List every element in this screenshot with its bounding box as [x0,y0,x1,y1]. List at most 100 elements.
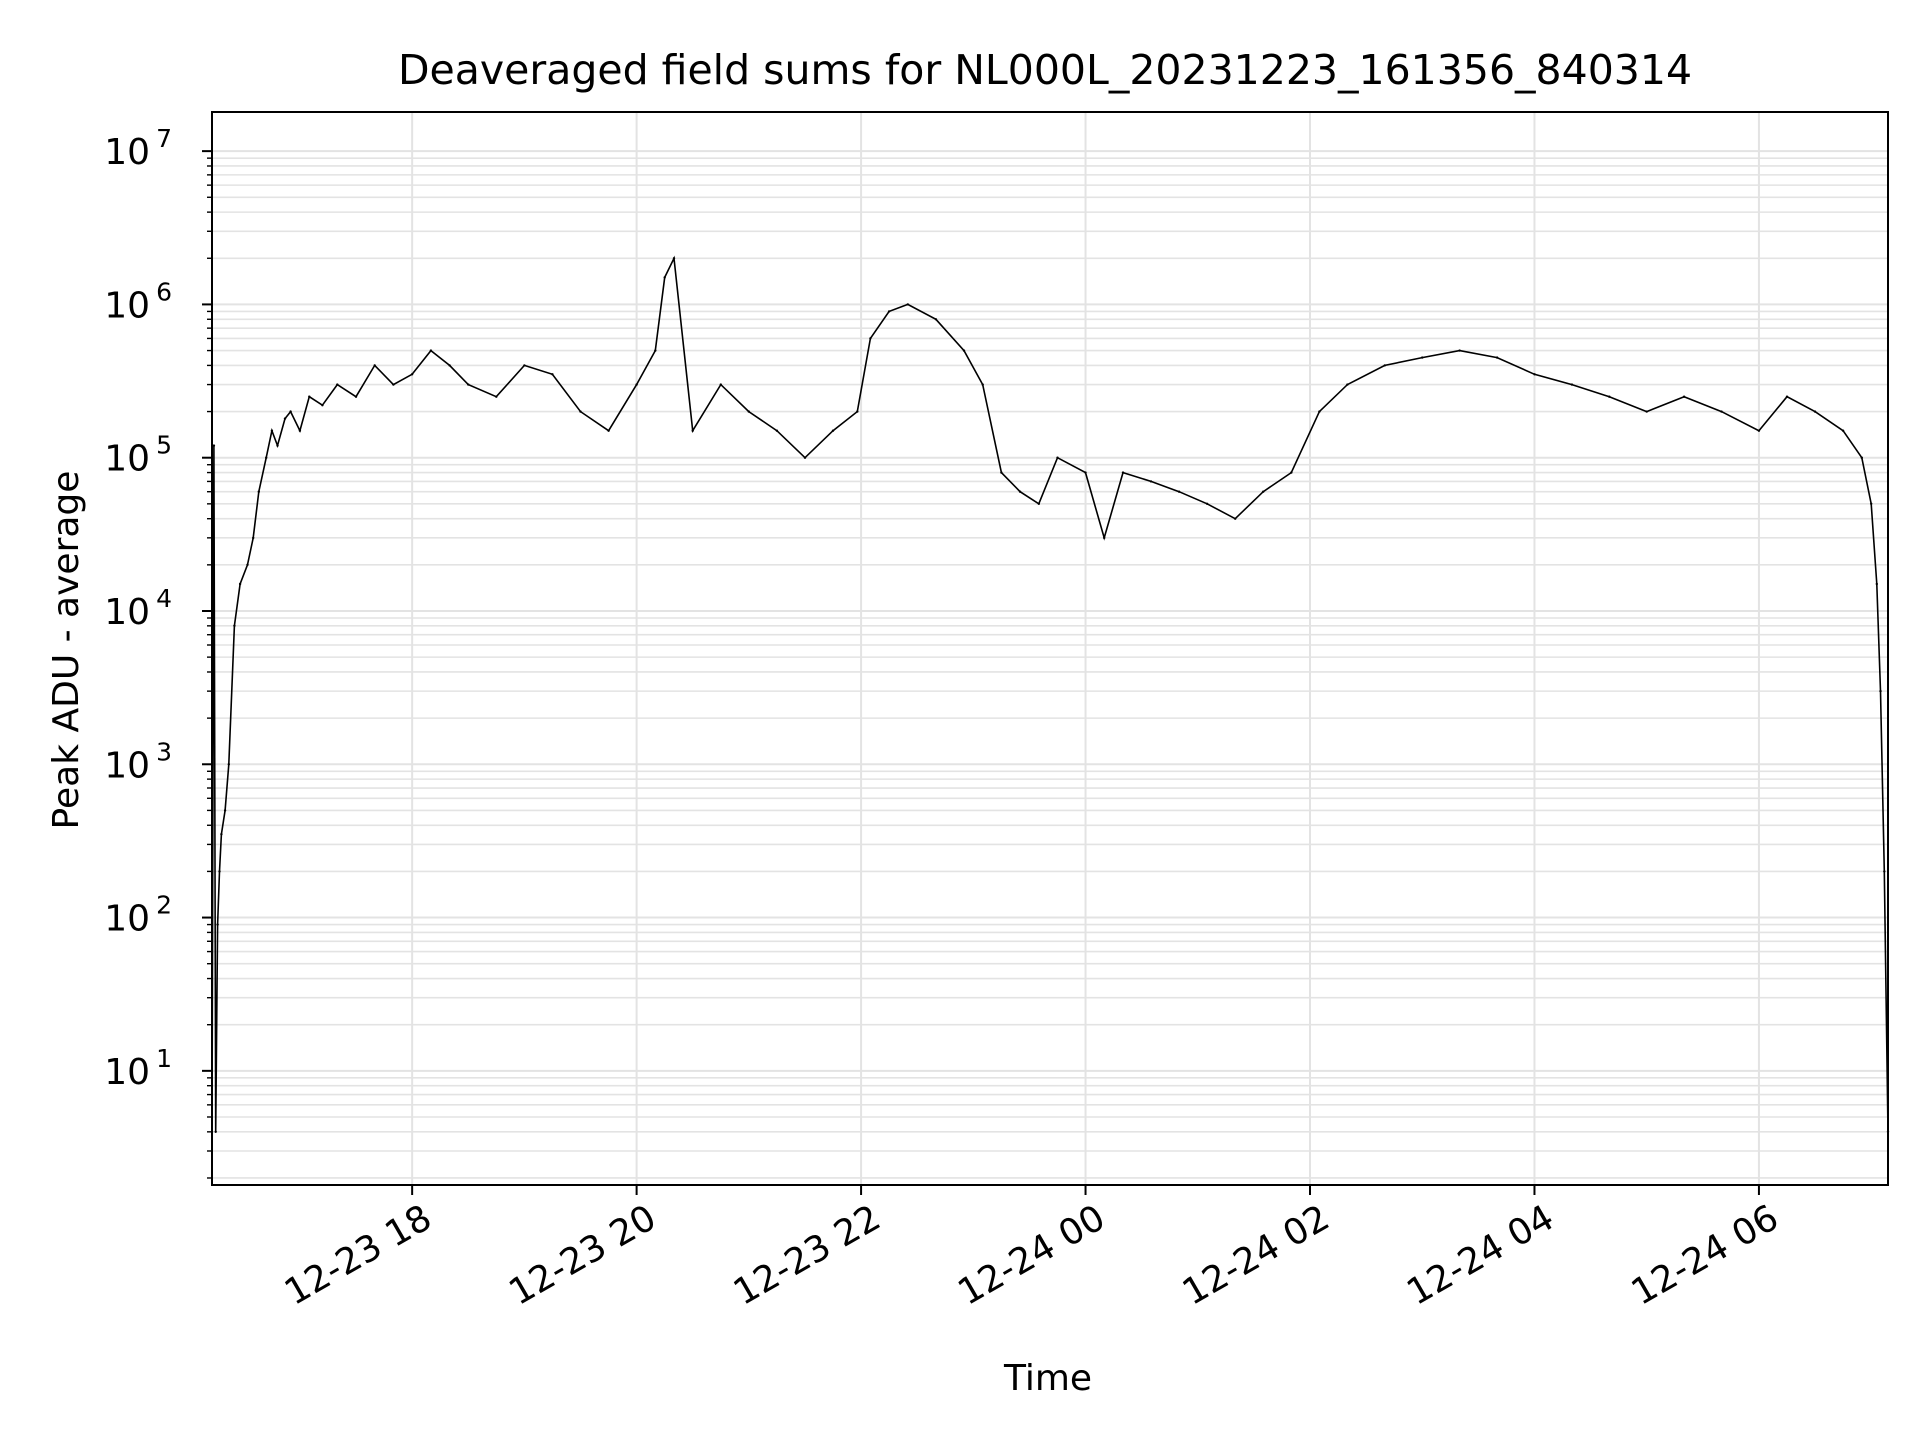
series-point [1018,490,1022,493]
series-point [354,395,358,398]
series-point [1886,1130,1890,1134]
series-point [270,429,274,432]
series-point [523,364,526,367]
series-point [298,429,302,432]
y-tick-label: 10 [104,1052,150,1093]
y-tick-label-exponent: 7 [156,124,172,153]
series-point [654,349,657,352]
series-point [1495,356,1499,359]
series-point [233,624,236,627]
series-point [321,404,324,407]
y-tick-label-base: 10 [104,285,150,326]
series-point [392,383,395,386]
grid [212,112,1888,1185]
series-point [551,373,554,376]
series-point [1177,490,1181,493]
series-point [336,383,339,386]
series-point [265,456,268,459]
y-tick-label: 10 [104,439,150,480]
series-point [635,383,638,386]
series-point [1318,410,1321,413]
y-tick-label-base: 10 [104,899,150,940]
x-axis-label: Time [1003,1358,1092,1399]
y-tick-label: 10 [104,285,150,326]
series-point [373,364,376,367]
y-tick-label-base: 10 [104,132,150,173]
y-tick-label-base: 10 [104,439,150,480]
series-point [1346,383,1349,386]
series-point [1149,480,1153,483]
y-tick-label-base: 10 [104,1052,150,1093]
series-point [1860,456,1864,459]
series-point [1103,536,1106,540]
y-tick-label-exponent: 6 [156,277,172,306]
series-point [981,383,984,386]
series-point [1883,870,1886,873]
series-point [1056,456,1059,459]
series-point [1682,395,1686,398]
series-point [216,923,219,926]
series-point [962,349,966,352]
series-point [218,870,221,873]
series-point [252,536,255,540]
series-point [257,490,260,493]
series-point [1533,373,1536,376]
series-point [223,809,227,812]
series-point [308,395,311,398]
series-point [691,429,694,432]
series-point [1841,429,1845,432]
series-point [1813,410,1817,413]
series-points [210,257,1890,1134]
y-tick-label-exponent: 4 [156,584,172,613]
series-point [607,429,610,432]
y-tick-label-base: 10 [104,745,150,786]
series-point [276,444,279,447]
y-tick-label-exponent: 3 [156,737,172,766]
series-point [887,310,891,313]
y-tick-label: 10 [104,899,150,940]
series-point [220,833,223,836]
series-point [1875,582,1879,586]
series-point [214,1130,217,1134]
plot-area-frame [211,111,1889,1186]
series-point [210,1130,214,1134]
y-tick-label-exponent: 5 [156,431,172,460]
series-point [1785,395,1789,398]
series-point [579,410,582,413]
series-point [856,410,859,413]
series-point [467,383,470,386]
series-point [747,410,750,413]
chart-title: Deaveraged field sums for NL000L_2023122… [398,46,1692,94]
series-point [719,383,722,386]
series-point [803,456,807,459]
series-point [1000,471,1003,474]
series-point [283,417,287,420]
series-point [663,276,666,279]
series-point [448,364,451,367]
series-point [1645,410,1648,413]
series-point [1290,471,1293,474]
series-point [1262,490,1265,493]
series-point [1234,517,1237,520]
series-point [1121,471,1125,474]
series-point [238,582,242,586]
series-point [1421,356,1424,359]
series-point [1720,410,1723,413]
series-line [211,255,1889,1132]
series-point [775,429,779,432]
series-point [1757,429,1761,432]
series-point [906,303,909,306]
series-point [1879,689,1882,693]
y-tick-label: 10 [104,745,150,786]
series-point [289,410,292,413]
series-point [410,373,414,376]
series-point [495,395,498,398]
series-point [1870,502,1873,505]
series-point [1084,471,1087,474]
y-tick-label-exponent: 1 [156,1044,172,1073]
series-point [934,318,938,321]
series-point [212,444,216,447]
